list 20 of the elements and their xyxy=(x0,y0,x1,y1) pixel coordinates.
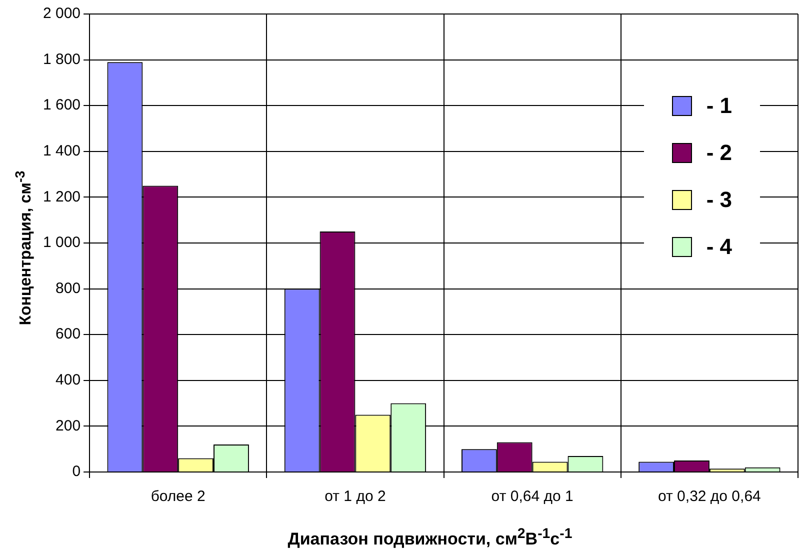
x-tick-label: от 0,32 до 0,64 xyxy=(658,488,761,506)
x-tick-label: от 0,64 до 1 xyxy=(491,488,574,506)
y-tick-label: 2 000 xyxy=(42,5,81,22)
y-tick-label: 400 xyxy=(56,372,81,389)
y-tick-label: 1 000 xyxy=(42,234,81,252)
x-axis-title: Диапазон подвижности, см$^{2}$В$^{-1}$с$^{-1}$ xyxy=(286,526,574,550)
legend-label: - 1 xyxy=(706,92,732,118)
y-tick-label: 1 600 xyxy=(42,96,81,114)
y-tick-label: 0 xyxy=(72,463,81,480)
legend-label: - 4 xyxy=(706,234,732,260)
y-tick-label: 1 200 xyxy=(42,188,81,206)
y-tick-label: 600 xyxy=(56,326,81,343)
y-tick-label: 800 xyxy=(56,280,81,297)
y-tick-label: 1 800 xyxy=(42,50,81,68)
y-tick-label: 200 xyxy=(56,417,81,434)
legend-label: - 2 xyxy=(706,140,732,166)
y-tick-label: 1 400 xyxy=(42,142,81,160)
x-tick-label: от 1 до 2 xyxy=(324,488,386,506)
x-tick-label: более 2 xyxy=(150,488,206,506)
legend-label: - 3 xyxy=(706,186,732,212)
